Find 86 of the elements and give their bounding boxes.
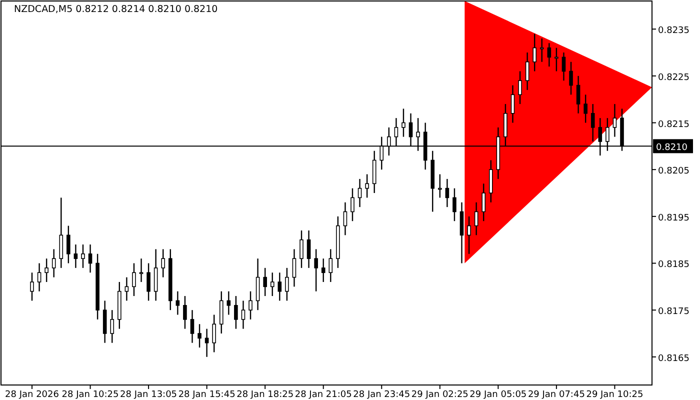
candlestick (212, 314, 216, 353)
candlestick (66, 225, 70, 264)
candlestick (321, 258, 326, 283)
candlestick (146, 262, 150, 302)
candlestick (59, 197, 64, 269)
candlestick (81, 244, 85, 269)
candlestick (482, 183, 486, 222)
candlestick (292, 248, 296, 288)
y-tick-label: 0.8215 (658, 120, 690, 130)
candlestick (226, 290, 231, 316)
candlestick (52, 248, 56, 278)
candlestick (540, 38, 544, 62)
candlestick (44, 258, 48, 283)
candlestick (590, 103, 595, 142)
candlestick (74, 244, 78, 269)
candlestick (190, 309, 194, 344)
candlestick (365, 174, 369, 198)
candlestick (358, 178, 362, 208)
candlestick (518, 70, 522, 105)
candlestick (547, 42, 552, 68)
candlestick (467, 216, 471, 254)
y-tick-label: 0.8205 (658, 166, 690, 177)
candlestick (372, 150, 376, 194)
x-tick-label: 28 Jan 18:25 (236, 390, 294, 400)
candlestick (37, 262, 42, 292)
x-tick-label: 28 Jan 10:25 (62, 390, 119, 400)
candlestick (248, 290, 252, 320)
x-tick-label: 28 Jan 21:05 (294, 390, 352, 400)
candlestick (110, 309, 114, 344)
candlestick (176, 290, 180, 316)
x-tick-label: 28 Jan 13:05 (120, 390, 178, 400)
y-tick-label: 0.8185 (658, 260, 690, 270)
x-tick-label: 28 Jan 23:45 (353, 390, 410, 400)
y-tick-label: 0.8235 (658, 26, 690, 36)
candlestick (445, 178, 450, 208)
candlestick (328, 248, 333, 283)
candlestick (219, 290, 224, 334)
ref-line-label: 0.8210 (656, 143, 688, 154)
candlestick (132, 262, 136, 297)
candlestick (270, 272, 274, 297)
candlestick (183, 295, 187, 330)
x-tick-label: 29 Jan 02:25 (411, 390, 468, 400)
candlestick (510, 84, 515, 124)
candlestick (278, 272, 282, 302)
candlestick (161, 248, 166, 278)
y-tick-label: 0.8195 (658, 213, 690, 224)
candlestick (314, 248, 318, 292)
candlestick (234, 295, 238, 330)
candlestick (525, 52, 530, 91)
candlestick (452, 188, 456, 222)
candlestick (256, 258, 260, 311)
candlestick (438, 174, 442, 198)
candlestick (576, 75, 580, 114)
candlestick (474, 202, 478, 236)
x-tick-label: 29 Jan 05:05 (470, 390, 527, 400)
y-tick-label: 0.8165 (658, 354, 690, 364)
x-tick-label: 29 Jan 10:25 (586, 390, 644, 400)
candlestick (569, 61, 573, 96)
candlestick (300, 230, 304, 269)
candlestick (30, 272, 34, 302)
y-tick-label: 0.8175 (658, 307, 690, 318)
candlestick (343, 202, 348, 236)
candlestick (154, 248, 158, 302)
candlestick (488, 160, 493, 203)
chart-title: NZDCAD,M5 0.8212 0.8214 0.8210 0.8210 (14, 4, 218, 15)
x-tick-label: 28 Jan 2026 (5, 390, 60, 400)
candlestick (139, 258, 144, 283)
candlestick (263, 267, 267, 297)
candlestick (204, 328, 209, 358)
x-tick-label: 28 Jan 15:45 (178, 390, 236, 400)
candlestick (88, 244, 92, 274)
candlestick (532, 33, 536, 72)
candlestick (460, 202, 464, 264)
candlestick (102, 300, 107, 344)
x-tick-label: 29 Jan 07:45 (528, 390, 585, 400)
candlestick (584, 94, 588, 124)
candlestick (350, 188, 354, 222)
candlestick (554, 47, 558, 72)
candlestick (562, 52, 566, 82)
candlestick (306, 230, 311, 269)
y-tick-label: 0.8225 (658, 72, 690, 83)
candlestick (402, 108, 406, 138)
candlestick (198, 324, 202, 348)
candlestick (241, 300, 246, 330)
candlestick (612, 103, 617, 138)
candlestick (285, 267, 289, 302)
